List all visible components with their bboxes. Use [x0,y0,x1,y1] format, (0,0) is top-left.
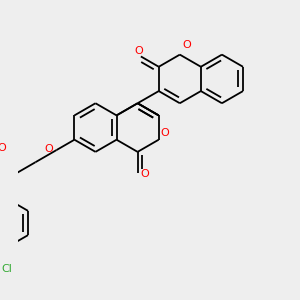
Text: O: O [135,46,143,56]
Text: Cl: Cl [2,264,12,274]
Text: O: O [183,40,191,50]
Text: O: O [0,143,7,153]
Text: O: O [140,169,149,179]
Text: O: O [160,128,169,138]
Text: O: O [44,144,53,154]
